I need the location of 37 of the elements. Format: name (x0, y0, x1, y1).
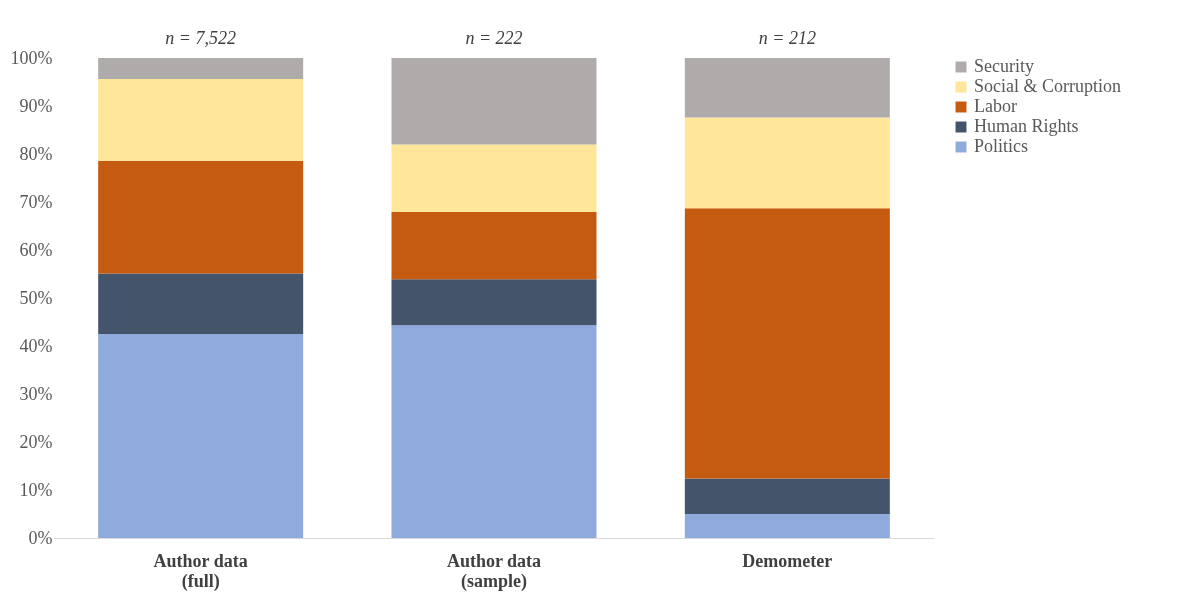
bar (98, 334, 304, 538)
bar (391, 279, 597, 326)
y-tick-label: 70% (19, 191, 53, 212)
bar (98, 79, 304, 161)
y-tick-label: 50% (19, 287, 53, 308)
bar (684, 58, 890, 118)
x-tick-label: Demometer (742, 550, 833, 571)
bar (684, 117, 890, 209)
bar (391, 325, 597, 538)
annotation: n = 7,522 (165, 28, 236, 48)
bar (391, 144, 597, 213)
legend-label: Human Rights (974, 116, 1079, 136)
y-tick-label: 0% (28, 527, 53, 548)
bar (391, 58, 597, 145)
legend-label: Labor (974, 96, 1017, 116)
annotation: n = 212 (758, 28, 816, 48)
y-tick-label: 40% (19, 335, 53, 356)
legend-label: Security (974, 56, 1034, 76)
bar (98, 160, 304, 274)
bar (391, 212, 597, 280)
y-tick-label: 100% (10, 47, 53, 68)
legend-label: Politics (974, 136, 1029, 156)
y-tick-label: 80% (19, 143, 53, 164)
bar (684, 514, 890, 538)
bar (98, 273, 304, 334)
legend-label: Social & Corruption (974, 76, 1121, 96)
bar (684, 208, 890, 479)
y-tick-label: 10% (19, 479, 53, 500)
bar (684, 478, 890, 514)
x-tick-label: Author data (sample) (446, 550, 542, 592)
y-tick-label: 60% (19, 239, 53, 260)
y-tick-label: 90% (19, 95, 53, 116)
bar (98, 58, 304, 80)
annotation: n = 222 (465, 28, 523, 48)
y-tick-label: 30% (19, 383, 53, 404)
y-tick-label: 20% (19, 431, 53, 452)
x-tick-label: Author data (full) (153, 550, 248, 592)
